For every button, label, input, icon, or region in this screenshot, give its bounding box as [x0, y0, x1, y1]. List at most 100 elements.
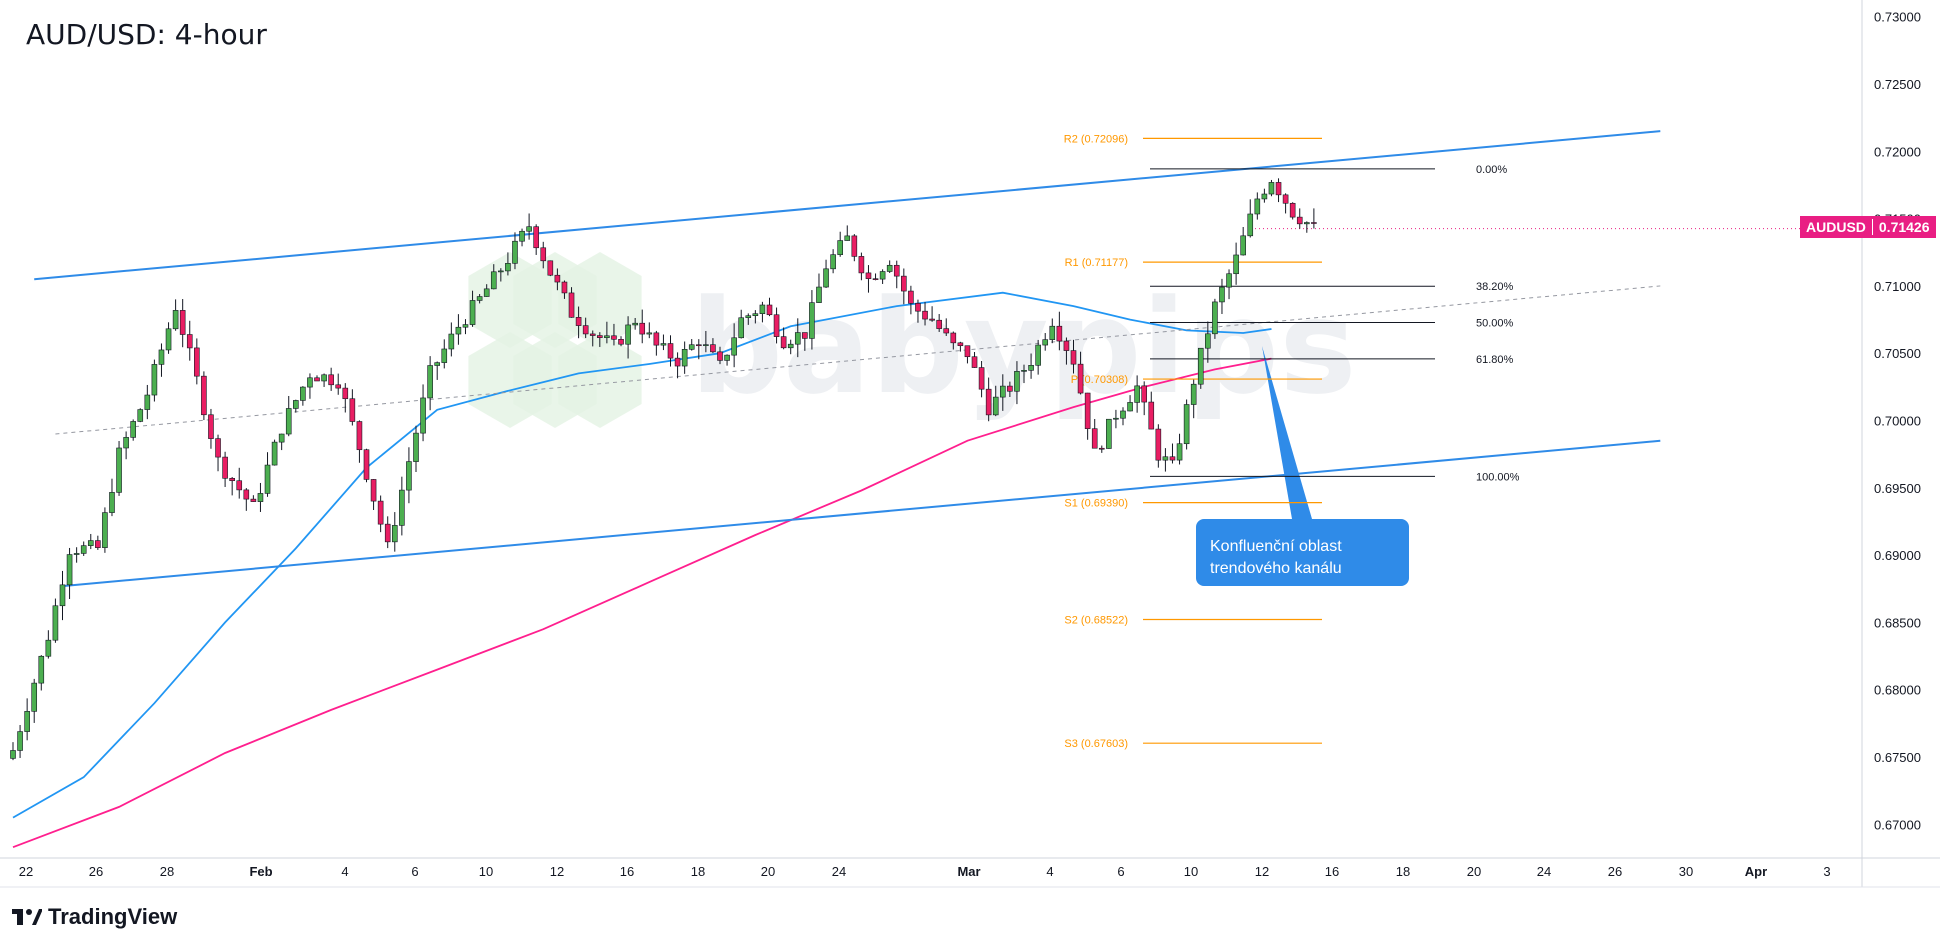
candle-body [971, 356, 978, 368]
pivot-level-label: R2 (0.72096) [1064, 133, 1128, 145]
candle-body [752, 313, 759, 317]
x-tick-label: 18 [691, 864, 705, 879]
candle-body [999, 385, 1006, 398]
candle-body [936, 319, 942, 329]
candle-body [731, 337, 737, 356]
candle-body [10, 750, 16, 759]
candle-body [250, 498, 257, 502]
candle-body [314, 377, 320, 382]
candle-body [618, 339, 624, 345]
candle-body [87, 540, 94, 546]
x-tick-label: 10 [479, 864, 493, 879]
candle-body [519, 230, 525, 242]
candle-body [526, 226, 532, 232]
candle-body [1077, 363, 1084, 394]
candle-body [505, 263, 511, 272]
candle-body [399, 489, 405, 526]
candle-body [1233, 254, 1239, 275]
y-tick-label: 0.72500 [1874, 77, 1921, 92]
candle-body [1296, 216, 1303, 225]
x-tick-label: 22 [19, 864, 33, 879]
candle-body [356, 421, 363, 451]
candle-body [321, 374, 327, 382]
x-tick-label: 6 [1117, 864, 1124, 879]
candle-body [1035, 344, 1041, 366]
candle-body [1254, 198, 1261, 215]
candle-body [794, 332, 801, 345]
candle-body [688, 344, 695, 350]
x-tick-label: 16 [620, 864, 634, 879]
candle-body [1219, 286, 1225, 303]
x-tick-label: 20 [1467, 864, 1481, 879]
candle-body [215, 438, 221, 458]
candle-body [851, 235, 858, 257]
candle-body [611, 335, 617, 340]
candle-body [1190, 383, 1197, 405]
candle-body [116, 447, 122, 493]
candle-body [80, 545, 87, 554]
candle-body [1056, 325, 1063, 342]
candle-body [1141, 385, 1147, 403]
x-tick-label: 20 [761, 864, 775, 879]
y-tick-label: 0.72000 [1874, 144, 1921, 159]
candle-body [1106, 418, 1112, 449]
candle-body [172, 310, 179, 330]
candle-body [533, 226, 539, 249]
candle-body [236, 480, 243, 491]
candle-body [1311, 222, 1317, 224]
candle-body [208, 414, 214, 439]
pivot-level-label: P (0.70308) [1071, 374, 1128, 386]
last-price-label: 0.71426 [1878, 219, 1930, 235]
y-tick-label: 0.67000 [1874, 817, 1921, 832]
brand-name: TradingView [48, 904, 178, 929]
candle-body [285, 408, 292, 435]
candle-body [929, 318, 935, 321]
candle-body [1120, 410, 1126, 419]
tradingview-brand[interactable]: TradingView [12, 904, 177, 930]
candle-body [271, 441, 278, 466]
candle-body [703, 344, 709, 346]
x-tick-label: 12 [1255, 864, 1269, 879]
callout-line-2: trendového kanálu [1210, 560, 1342, 577]
candle-body [300, 386, 306, 401]
x-tick-label: 24 [832, 864, 846, 879]
channel-trendline [34, 130, 1661, 281]
candle-body [1148, 401, 1155, 430]
candle-body [1212, 301, 1218, 335]
candle-body [1197, 347, 1204, 385]
watermark: babypips [468, 252, 1357, 428]
candle-body [759, 304, 766, 315]
candle-body [568, 292, 575, 318]
candle-body [575, 317, 582, 326]
symbol-price-tag: AUDUSD 0.71426 [1800, 216, 1936, 238]
candle-body [441, 348, 448, 363]
candle-body [1134, 385, 1140, 403]
candle-body [1007, 385, 1013, 392]
candle-body [483, 288, 490, 297]
candle-body [1113, 417, 1119, 420]
candle-body [1070, 350, 1077, 365]
candle-body [1014, 371, 1020, 392]
candle-body [830, 254, 836, 270]
candle-body [186, 334, 193, 349]
moving-average-line [12, 291, 1272, 819]
candle-body [222, 456, 228, 479]
x-tick-label: 12 [550, 864, 564, 879]
candle-body [151, 364, 158, 396]
candle-body [257, 493, 264, 502]
candle-body [582, 325, 589, 335]
x-tick-label: 4 [341, 864, 348, 879]
candle-body [604, 335, 610, 338]
y-tick-label: 0.68000 [1874, 683, 1921, 698]
y-tick-label: 0.69000 [1874, 548, 1921, 563]
candle-body [328, 374, 334, 386]
tradingview-logo-icon [12, 909, 42, 925]
candle-body [413, 432, 419, 462]
y-tick-label: 0.70000 [1874, 414, 1921, 429]
candle-body [377, 500, 384, 525]
candle-body [1205, 333, 1211, 349]
candle-body [554, 274, 561, 283]
candle-body [964, 345, 971, 358]
y-tick-label: 0.71000 [1874, 279, 1921, 294]
